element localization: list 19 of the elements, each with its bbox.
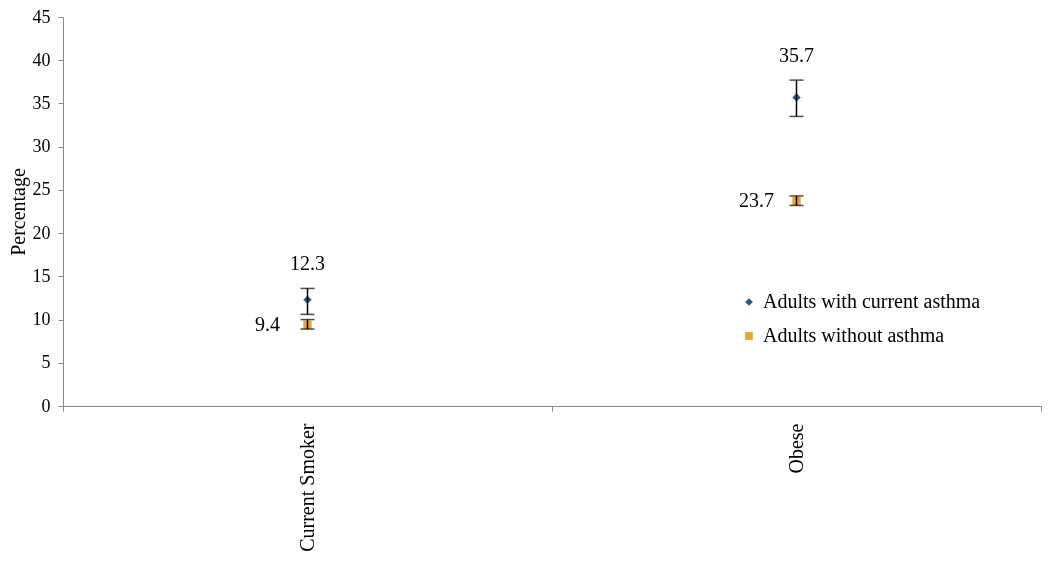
y-tick-label: 20 [32, 222, 51, 243]
data-label: 12.3 [290, 252, 325, 275]
legend-label: Adults without asthma [763, 324, 945, 346]
data-label: 9.4 [255, 312, 280, 335]
y-tick-label: 45 [32, 6, 51, 27]
y-tick-label: 40 [32, 49, 51, 70]
x-tick-label: Obese [785, 423, 807, 474]
y-tick-label: 0 [41, 395, 51, 416]
y-axis-title: Percentage [6, 168, 30, 256]
y-tick-label: 30 [32, 136, 51, 157]
legend-label: Adults with current asthma [763, 290, 981, 312]
y-tick-label: 15 [32, 265, 51, 286]
y-tick-label: 10 [32, 309, 51, 330]
data-label: 23.7 [739, 189, 774, 212]
y-tick-label: 25 [32, 179, 51, 200]
data-label: 35.7 [779, 44, 814, 67]
y-tick-label: 35 [32, 92, 51, 113]
y-tick-label: 5 [41, 352, 51, 373]
x-tick-label: Current Smoker [296, 423, 318, 552]
